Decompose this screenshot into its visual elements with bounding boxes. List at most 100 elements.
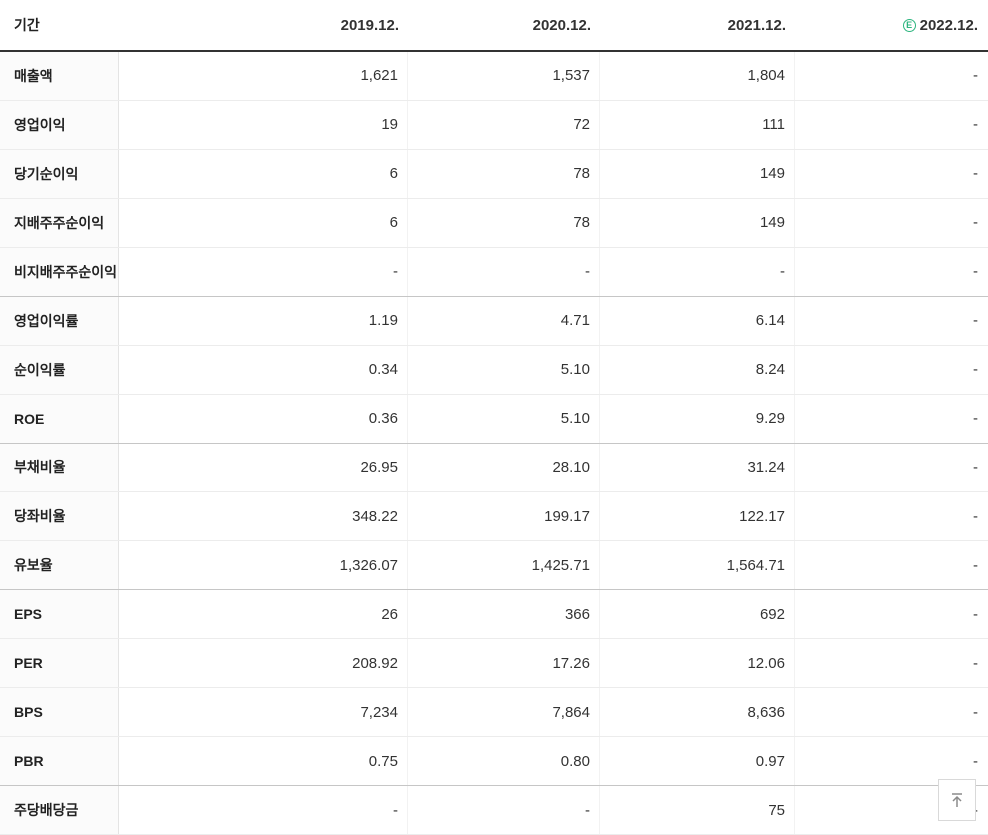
row-label: 당좌비율	[0, 492, 119, 541]
cell-value: -	[795, 149, 988, 198]
table-body: 매출액 1,621 1,537 1,804- 영업이익 19 72 111- 당기순이익 6 78 1…	[0, 52, 988, 835]
cell-value: -	[119, 786, 408, 834]
row-label: PBR	[0, 737, 119, 786]
cell-value: 9.29	[600, 394, 795, 443]
row-label: 부채비율	[0, 443, 119, 492]
row-label: 지배주주순이익	[0, 198, 119, 247]
row-label: ROE	[0, 394, 119, 443]
row-label: 유보율	[0, 541, 119, 590]
cell-value: 31.24	[600, 443, 795, 492]
header-col-2020: 2020.12.	[408, 0, 600, 50]
row-label: 당기순이익	[0, 149, 119, 198]
cell-value: 1,425.71	[408, 541, 600, 590]
header-col-2022-label: 2022.12.	[919, 16, 978, 34]
cell-value: -	[795, 100, 988, 149]
cell-value: -	[795, 52, 988, 100]
cell-value: -	[795, 247, 988, 296]
cell-value: 111	[600, 100, 795, 149]
cell-value: -	[408, 786, 600, 834]
cell-value: 8.24	[600, 345, 795, 394]
table-row: BPS 7,234 7,864 8,636-	[0, 688, 988, 738]
table-row: ROE 0.36 5.10 9.29-	[0, 394, 988, 444]
cell-value: 19	[119, 100, 408, 149]
cell-value: 1,326.07	[119, 541, 408, 590]
row-label: 매출액	[0, 52, 119, 100]
row-label: 영업이익률	[0, 296, 119, 345]
header-col-2021: 2021.12.	[600, 0, 795, 50]
cell-value: 199.17	[408, 492, 600, 541]
cell-value: 6.14	[600, 296, 795, 345]
row-label: EPS	[0, 590, 119, 639]
table-row: 당기순이익 6 78 149-	[0, 149, 988, 199]
table-row: 영업이익률 1.19 4.71 6.14-	[0, 296, 988, 346]
cell-value: 1,621	[119, 52, 408, 100]
table-row: 당좌비율 348.22 199.17 122.17-	[0, 492, 988, 542]
cell-value: -	[795, 688, 988, 737]
table-row: 주당배당금--75-	[0, 786, 988, 835]
table-row: 부채비율 26.95 28.10 31.24-	[0, 443, 988, 493]
cell-value: 75	[600, 786, 795, 834]
cell-value: -	[795, 345, 988, 394]
cell-value: 0.80	[408, 737, 600, 786]
cell-value: 78	[408, 149, 600, 198]
cell-value: -	[795, 296, 988, 345]
table-row: 지배주주순이익 6 78 149-	[0, 198, 988, 248]
cell-value: -	[795, 590, 988, 639]
cell-value: 208.92	[119, 639, 408, 688]
header-period-label: 기간	[0, 0, 119, 50]
cell-value: 1,564.71	[600, 541, 795, 590]
cell-value: -	[795, 198, 988, 247]
cell-value: 28.10	[408, 443, 600, 492]
cell-value: 122.17	[600, 492, 795, 541]
table-header-row: 기간 2019.12. 2020.12. 2021.12. E 2022.12.	[0, 0, 988, 52]
cell-value: 7,864	[408, 688, 600, 737]
cell-value: 8,636	[600, 688, 795, 737]
estimate-icon: E	[902, 18, 916, 32]
cell-value: 4.71	[408, 296, 600, 345]
cell-value: 1.19	[119, 296, 408, 345]
cell-value: 0.97	[600, 737, 795, 786]
cell-value: 7,234	[119, 688, 408, 737]
cell-value: -	[119, 247, 408, 296]
cell-value: 366	[408, 590, 600, 639]
cell-value: 5.10	[408, 394, 600, 443]
row-label: 주당배당금	[0, 786, 119, 834]
table-row: EPS 26 366 692-	[0, 590, 988, 640]
cell-value: 26.95	[119, 443, 408, 492]
cell-value: -	[795, 541, 988, 590]
row-label: 영업이익	[0, 100, 119, 149]
table-row: 매출액 1,621 1,537 1,804-	[0, 52, 988, 101]
cell-value: 17.26	[408, 639, 600, 688]
cell-value: 78	[408, 198, 600, 247]
cell-value: -	[795, 737, 988, 786]
row-label: BPS	[0, 688, 119, 737]
cell-value: 149	[600, 198, 795, 247]
cell-value: 5.10	[408, 345, 600, 394]
row-label: 비지배주주순이익	[0, 247, 119, 296]
cell-value: 1,537	[408, 52, 600, 100]
cell-value: -	[795, 443, 988, 492]
cell-value: 348.22	[119, 492, 408, 541]
cell-value: -	[795, 394, 988, 443]
table-row: PER 208.92 17.26 12.06-	[0, 639, 988, 689]
scroll-to-top-button[interactable]	[938, 779, 976, 821]
cell-value: 0.34	[119, 345, 408, 394]
table-row: PBR 0.75 0.80 0.97-	[0, 737, 988, 787]
cell-value: 0.36	[119, 394, 408, 443]
cell-value: 1,804	[600, 52, 795, 100]
table-row: 영업이익 19 72 111-	[0, 100, 988, 150]
cell-value: 72	[408, 100, 600, 149]
cell-value: 692	[600, 590, 795, 639]
cell-value: -	[600, 247, 795, 296]
table-row: 순이익률 0.34 5.10 8.24-	[0, 345, 988, 395]
header-col-2019: 2019.12.	[119, 0, 408, 50]
cell-value: 0.75	[119, 737, 408, 786]
row-label: PER	[0, 639, 119, 688]
cell-value: 12.06	[600, 639, 795, 688]
row-label: 순이익률	[0, 345, 119, 394]
cell-value: 6	[119, 149, 408, 198]
cell-value: 6	[119, 198, 408, 247]
cell-value: -	[408, 247, 600, 296]
cell-value: 26	[119, 590, 408, 639]
